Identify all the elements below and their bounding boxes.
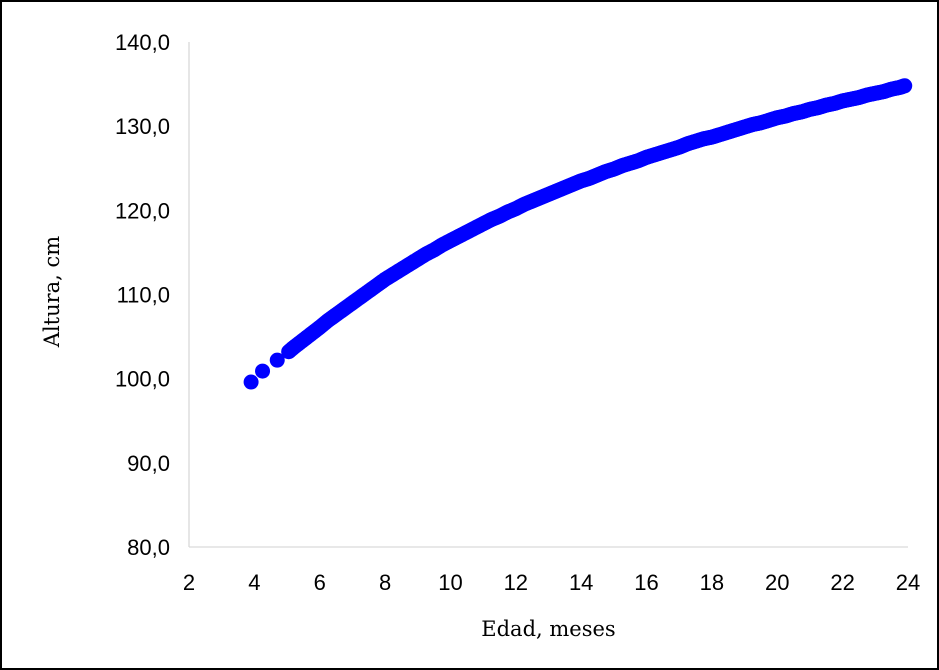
x-tick-label: 16: [634, 570, 658, 595]
x-axis-title: Edad, meses: [481, 617, 615, 641]
y-tick-labels: 80,0 90,0 100,0 110,0 120,0 130,0 140,0: [115, 30, 170, 560]
x-tick-label: 24: [896, 570, 920, 595]
y-tick-label: 140,0: [115, 30, 170, 55]
x-tick-label: 12: [504, 570, 528, 595]
y-tick-label: 100,0: [115, 367, 170, 392]
y-tick-label: 110,0: [117, 283, 170, 308]
x-tick-labels: 2 4 6 8 10 12 14 16 18 20 22 24: [183, 570, 920, 595]
y-axis-title: Altura, cm: [40, 236, 64, 349]
x-tick-label: 20: [765, 570, 789, 595]
data-point: [243, 374, 259, 390]
x-tick-label: 8: [379, 570, 391, 595]
y-tick-label: 80,0: [127, 535, 170, 560]
y-tick-label: 90,0: [127, 451, 170, 476]
y-tick-label: 120,0: [115, 198, 170, 223]
x-tick-label: 4: [248, 570, 260, 595]
data-point: [897, 78, 913, 94]
data-points: [243, 78, 913, 390]
x-tick-label: 2: [183, 570, 195, 595]
axes: [188, 42, 908, 548]
x-tick-label: 18: [700, 570, 724, 595]
x-tick-label: 14: [569, 570, 593, 595]
y-tick-label: 130,0: [115, 114, 170, 139]
x-tick-label: 10: [438, 570, 462, 595]
data-point: [255, 363, 271, 379]
x-tick-label: 6: [314, 570, 326, 595]
data-point: [269, 352, 285, 368]
x-tick-label: 22: [830, 570, 854, 595]
